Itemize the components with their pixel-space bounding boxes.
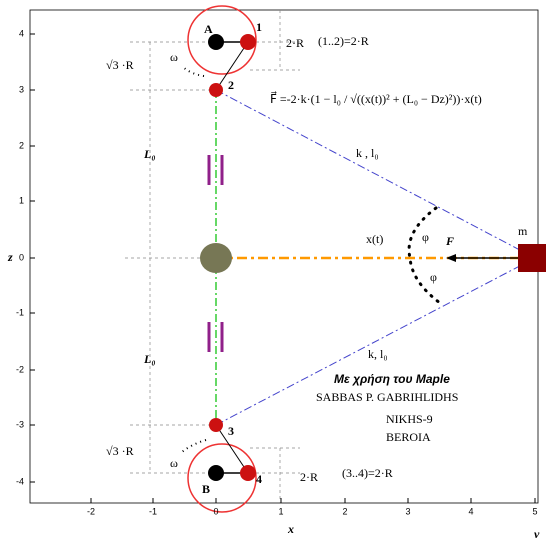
arrow-head bbox=[446, 254, 456, 262]
ball bbox=[240, 465, 256, 481]
z-tick-label: -4 bbox=[16, 476, 24, 486]
z-tick-label: 2 bbox=[19, 140, 24, 150]
frame bbox=[30, 10, 538, 503]
z-tick-label: -2 bbox=[16, 364, 24, 374]
omega-label: ω bbox=[170, 456, 178, 470]
z-tick-label: -3 bbox=[16, 419, 24, 429]
z-tick-label: 0 bbox=[19, 252, 24, 262]
z-tick-label: 1 bbox=[19, 195, 24, 205]
length-label: L₀ bbox=[143, 147, 156, 161]
x-tick-label: 1 bbox=[278, 506, 283, 516]
point-label: 3 bbox=[228, 424, 234, 438]
point-label: B bbox=[202, 482, 210, 496]
ball bbox=[209, 418, 223, 432]
angle-arc bbox=[409, 208, 440, 303]
point-label: 4 bbox=[256, 472, 262, 486]
angle-label: φ bbox=[430, 270, 437, 284]
angle-label: φ bbox=[422, 230, 429, 244]
ball bbox=[240, 34, 256, 50]
distance-label: 2·R bbox=[286, 36, 304, 50]
z-axis-label: z bbox=[7, 250, 13, 264]
x-tick-label: 3 bbox=[405, 506, 410, 516]
point-label: A bbox=[204, 22, 213, 36]
ball bbox=[208, 465, 224, 481]
formula: F⃗ =-2·k·(1 − l₀ / √((x(t))² + (L₀ − Dz)… bbox=[270, 91, 482, 106]
z-tick-label: 4 bbox=[19, 28, 24, 38]
diagram: -2 -1 0 1 2 3 4 5 4 3 2 1 0 -1 -2 -3 -4 x z v A 1 2 ω 2·R (1..2)=… bbox=[0, 0, 546, 546]
x-tick-label: -2 bbox=[87, 506, 95, 516]
z-tick-label: -1 bbox=[16, 307, 24, 317]
distance-label: 2·R bbox=[300, 470, 318, 484]
v-axis-label: v bbox=[534, 527, 540, 541]
sqrt-label: √3 ·R bbox=[106, 444, 134, 458]
point-label: 2 bbox=[228, 78, 234, 92]
relation-label: (3..4)=2·R bbox=[342, 466, 393, 480]
credit: Με χρήση του Maple bbox=[334, 372, 450, 386]
credit: BEROIA bbox=[386, 430, 431, 444]
relation-label: (1..2)=2·R bbox=[318, 34, 369, 48]
rotation-arc bbox=[182, 66, 204, 76]
x-tick-label: -1 bbox=[149, 506, 157, 516]
x-tick-label: 2 bbox=[342, 506, 347, 516]
x-tick-label: 5 bbox=[532, 506, 537, 516]
spring-label: k, l₀ bbox=[368, 347, 388, 361]
force-label: F⃗ bbox=[445, 234, 463, 248]
mass-label: m bbox=[518, 224, 528, 238]
omega-label: ω bbox=[170, 50, 178, 64]
credit: SABBAS P. GABRIHLIDHS bbox=[316, 390, 458, 404]
center-mass bbox=[200, 243, 232, 273]
x-tick-label: 4 bbox=[468, 506, 473, 516]
x-tick-label: 0 bbox=[213, 506, 218, 516]
point-label: 1 bbox=[256, 20, 262, 34]
spring-label: k , l₀ bbox=[356, 146, 379, 160]
sqrt-label: √3 ·R bbox=[106, 58, 134, 72]
length-label: L₀ bbox=[143, 352, 156, 366]
ball bbox=[208, 34, 224, 50]
ball bbox=[209, 83, 223, 97]
credit: NIKHS-9 bbox=[386, 412, 433, 426]
xt-label: x(t) bbox=[366, 232, 383, 246]
mass-block bbox=[518, 244, 546, 272]
z-tick-label: 3 bbox=[19, 84, 24, 94]
x-axis-label: x bbox=[287, 522, 294, 536]
